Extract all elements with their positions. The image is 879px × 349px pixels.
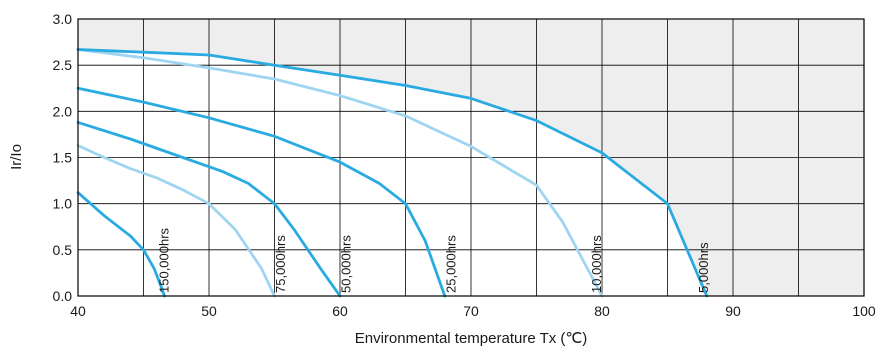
curve-label: 5,000hrs	[696, 242, 711, 293]
y-tick-label: 3.0	[53, 11, 73, 27]
x-tick-label: 50	[201, 303, 217, 319]
series-line-5	[76, 48, 709, 298]
x-tick-label: 80	[594, 303, 610, 319]
y-tick-label: 2.0	[53, 103, 73, 119]
series-line-0	[76, 191, 166, 298]
series-line-2	[76, 121, 342, 298]
curve-label-layer: 150,000hrs 75,000hrs 50,000hrs 25,000hrs 10,…	[156, 227, 711, 293]
x-axis-title: Environmental temperature Tx (℃)	[355, 330, 588, 347]
curve-label: 25,000hrs	[443, 235, 458, 293]
series-line-1	[76, 144, 276, 298]
x-tick-label: 60	[332, 303, 348, 319]
y-tick-label: 0.5	[53, 242, 73, 258]
y-axis-title: Ir/Io	[8, 144, 25, 170]
tick-label-layer: 40 50 60 70 80 90 100 0.0 0.5 1.0 1.5 2.0 2.5 3.0	[53, 11, 876, 319]
x-tick-label: 100	[852, 303, 876, 319]
y-tick-label: 1.5	[53, 150, 73, 166]
curve-layer	[76, 48, 709, 298]
x-tick-label: 90	[725, 303, 741, 319]
series-line-4	[76, 48, 604, 298]
curve-label: 150,000hrs	[156, 227, 171, 293]
x-tick-label: 70	[463, 303, 479, 319]
series-line-3	[76, 86, 447, 298]
curve-label: 50,000hrs	[339, 235, 354, 293]
curve-label: 75,000hrs	[273, 235, 288, 293]
y-tick-label: 2.5	[53, 57, 73, 73]
frame-layer	[77, 18, 865, 297]
y-tick-label: 1.0	[53, 196, 73, 212]
x-tick-label: 40	[70, 303, 86, 319]
y-tick-label: 0.0	[53, 288, 73, 304]
curve-label: 10,000hrs	[589, 235, 604, 293]
plot-frame	[77, 18, 865, 297]
